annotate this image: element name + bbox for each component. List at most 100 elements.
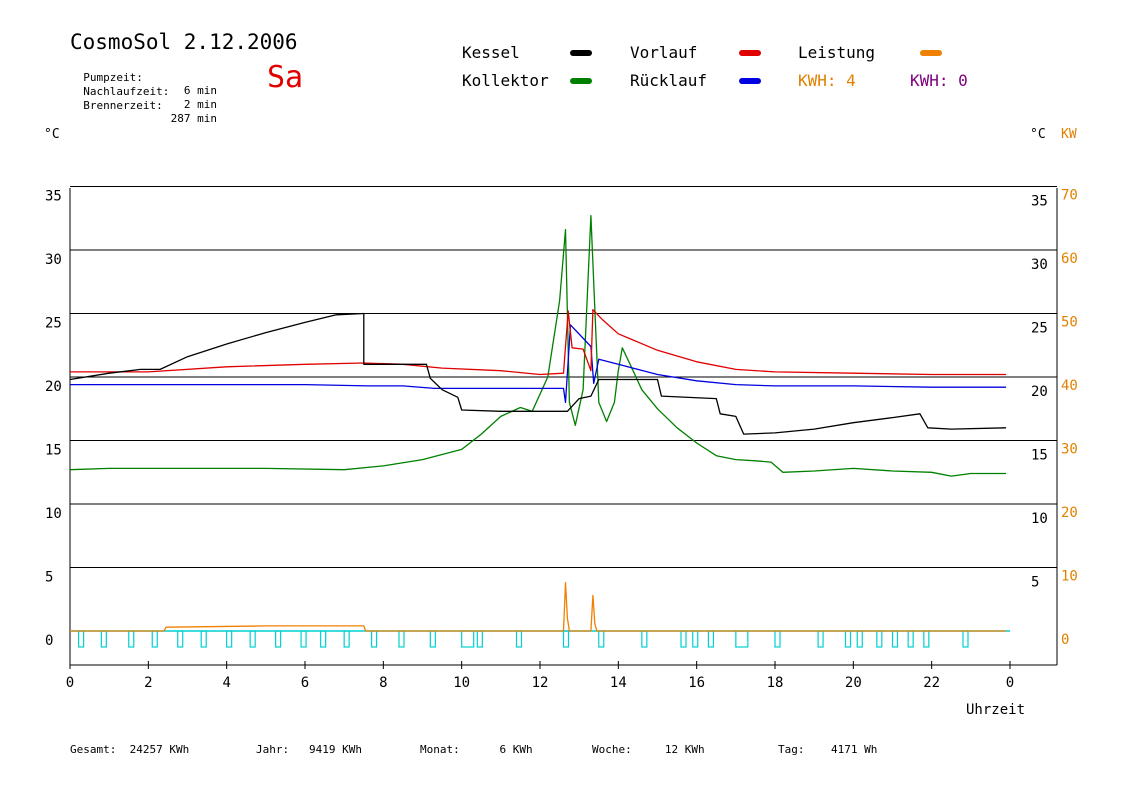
y-tick-label-left: 30 <box>45 252 62 268</box>
x-tick-label: 4 <box>222 675 230 691</box>
pump-marker <box>320 630 327 648</box>
pump-marker <box>100 630 107 648</box>
x-tick-label: 12 <box>532 675 549 691</box>
series-line-kessel <box>69 312 1007 435</box>
pump-marker <box>370 630 378 648</box>
kw-tick-label: 70 <box>1061 188 1078 204</box>
kw-tick-label: 10 <box>1061 569 1078 585</box>
series-line-leistung <box>70 582 1007 632</box>
pump-marker <box>226 630 233 648</box>
kw-tick-label: 30 <box>1061 442 1078 458</box>
legend-swatch-leistung <box>920 50 942 56</box>
grid-layer <box>69 186 1058 669</box>
y-tick-label-left: 20 <box>45 379 62 395</box>
stat-label: Pumpzeit: <box>83 71 143 84</box>
footer-gesamt: Gesamt: 24257 KWh <box>70 743 190 756</box>
y-tick-label-left: 10 <box>45 506 62 522</box>
pump-marker <box>856 630 863 648</box>
weekday-label: Sa <box>267 60 304 95</box>
x-tick-label: 18 <box>767 675 784 691</box>
pump-marker <box>249 630 256 648</box>
stat-label: Brennerzeit: <box>83 99 163 112</box>
legend-kwh-leistung: KWH: 4 <box>798 71 856 90</box>
pump-marker <box>78 630 85 648</box>
legend-swatch-vorlauf <box>739 50 761 56</box>
x-tick-label: 0 <box>1006 675 1014 691</box>
stat-value: 6 min <box>183 84 217 97</box>
right-axis-kw-unit: KW <box>1061 127 1077 142</box>
pump-marker <box>891 630 899 648</box>
pump-marker <box>476 630 483 648</box>
left-axis-unit: °C <box>44 127 60 142</box>
pump-marker <box>128 630 135 648</box>
footer-monat: Monat: 6 KWh <box>420 743 533 756</box>
pump-marker <box>707 630 715 648</box>
pump-markers <box>70 630 1010 648</box>
legend-label-leistung: Leistung <box>798 43 876 62</box>
kw-tick-label: 40 <box>1061 378 1078 394</box>
stat-value: 287 min <box>170 112 217 125</box>
stat-pumpzeit: Pumpzeit: 6 min <box>70 58 217 97</box>
y-tick-label-left: 35 <box>45 189 62 205</box>
legend-label-vorlauf: Vorlauf <box>630 43 698 62</box>
pump-marker <box>923 630 930 648</box>
y-tick-label-right: 30 <box>1031 257 1048 273</box>
y-tick-label-right: 35 <box>1031 194 1048 210</box>
kw-tick-label: 0 <box>1061 632 1069 648</box>
kw-tick-label: 60 <box>1061 251 1078 267</box>
footer-jahr: Jahr: 9419 KWh <box>256 743 362 756</box>
x-tick-label: 14 <box>610 675 627 691</box>
series-layer <box>69 215 1007 632</box>
pump-marker <box>735 630 749 648</box>
pump-marker <box>151 630 158 648</box>
x-tick-label: 8 <box>379 675 387 691</box>
series-line-vorlauf <box>70 309 1007 376</box>
y-tick-label-left: 25 <box>45 316 62 332</box>
y-tick-label-right: 25 <box>1031 321 1048 337</box>
pump-marker <box>817 630 824 648</box>
pump-marker <box>300 630 307 648</box>
y-tick-label-right: 20 <box>1031 384 1048 400</box>
y-tick-label-right: 5 <box>1031 575 1039 591</box>
pump-marker <box>343 630 350 648</box>
legend-swatch-kessel <box>570 50 592 56</box>
pump-marker <box>562 630 570 648</box>
legend-label-ruecklauf: Rücklauf <box>630 71 708 90</box>
legend-swatch-ruecklauf <box>739 78 761 84</box>
footer-woche: Woche: 12 KWh <box>592 743 705 756</box>
pump-marker <box>515 630 523 648</box>
pump-marker <box>598 630 605 648</box>
x-tick-label: 6 <box>301 675 309 691</box>
pump-marker <box>461 630 475 648</box>
x-tick-label: 16 <box>688 675 705 691</box>
y-tick-label-right: 15 <box>1031 448 1048 464</box>
pump-marker <box>429 630 436 648</box>
stat-brennerzeit: Brennerzeit: 287 min <box>70 86 217 125</box>
legend-swatch-kollektor <box>570 78 592 84</box>
kw-tick-label: 50 <box>1061 315 1078 331</box>
x-tick-label: 0 <box>66 675 74 691</box>
pump-marker <box>680 630 687 648</box>
y-tick-label-right: 10 <box>1031 511 1048 527</box>
stat-label: Nachlaufzeit: <box>83 85 170 98</box>
x-tick-label: 22 <box>923 675 940 691</box>
x-axis-label: Uhrzeit <box>966 702 1025 718</box>
stat-value: 2 min <box>183 98 217 111</box>
pump-marker <box>398 630 405 648</box>
footer-tag: Tag: 4171 Wh <box>778 743 878 756</box>
axis-labels: °C °C KW Uhrzeit 05101520253035510152025… <box>44 127 1078 718</box>
pump-marker <box>907 630 914 648</box>
y-tick-label-left: 15 <box>45 443 62 459</box>
series-line-kollektor <box>69 215 1007 477</box>
pump-marker <box>876 630 883 648</box>
right-axis-unit: °C <box>1030 127 1046 142</box>
kw-tick-label: 20 <box>1061 505 1078 521</box>
chart-title: CosmoSol 2.12.2006 <box>70 30 298 54</box>
pump-marker <box>200 630 207 648</box>
series-line-ruecklauf <box>70 324 1007 404</box>
pump-marker <box>844 630 852 648</box>
x-tick-label: 10 <box>453 675 470 691</box>
legend-label-kessel: Kessel <box>462 43 520 62</box>
x-tick-label: 20 <box>845 675 862 691</box>
